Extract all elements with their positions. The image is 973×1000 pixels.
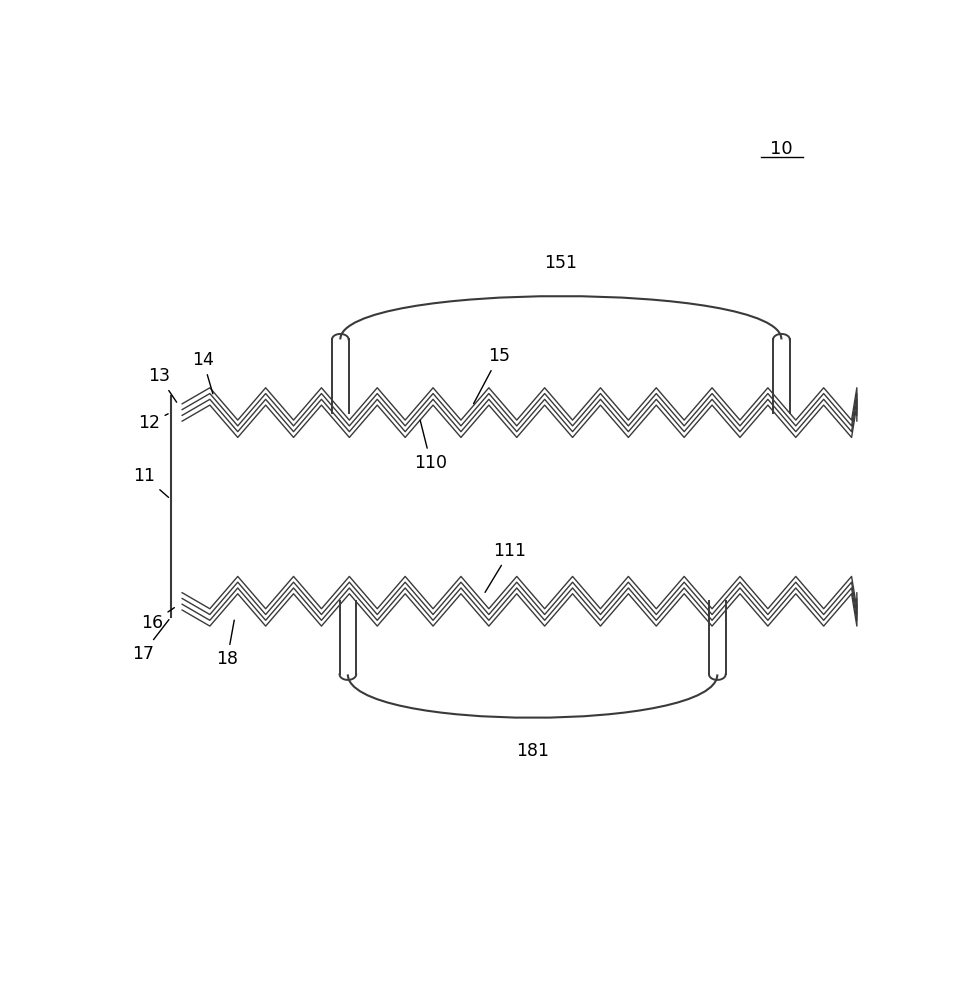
Text: 111: 111 [485,542,526,592]
Text: 11: 11 [133,467,168,497]
Text: 15: 15 [474,347,510,404]
Text: 16: 16 [141,608,174,632]
Text: 181: 181 [516,742,549,760]
Text: 12: 12 [138,414,168,432]
Text: 10: 10 [770,140,793,158]
Text: 14: 14 [192,351,214,394]
Text: 110: 110 [414,420,448,472]
Text: 151: 151 [544,254,577,272]
Text: 13: 13 [148,367,177,402]
Text: 17: 17 [131,620,169,663]
Text: 18: 18 [216,620,238,668]
